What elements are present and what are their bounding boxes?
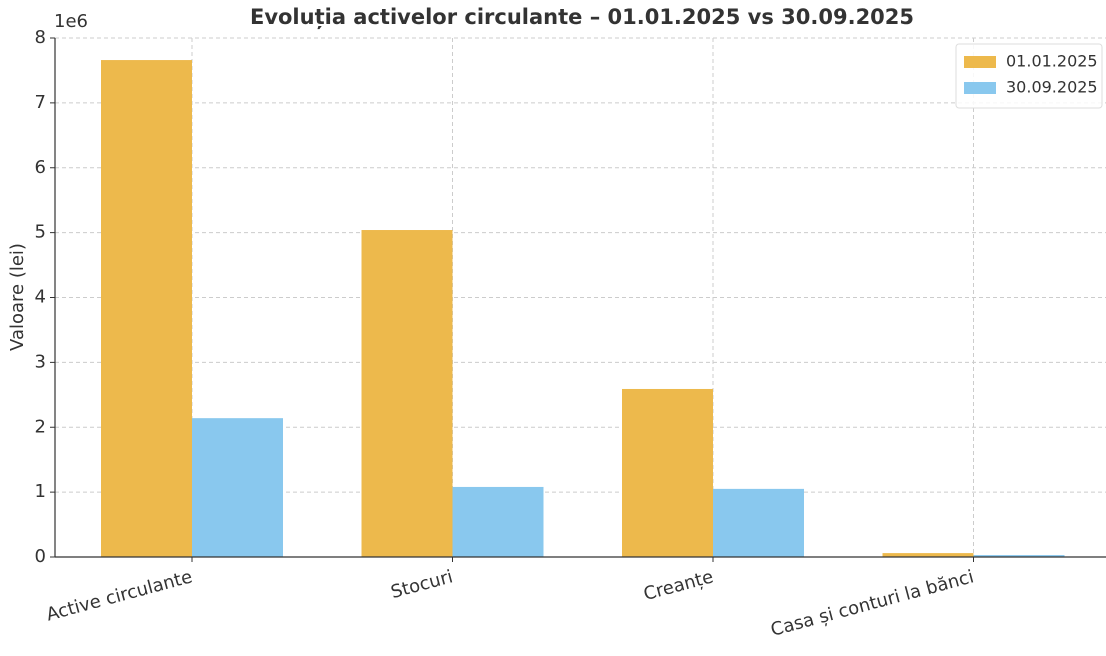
y-tick-label: 5: [35, 222, 46, 243]
y-tick-label: 6: [35, 157, 46, 178]
y-tick-label: 2: [35, 416, 46, 437]
bar: [713, 488, 804, 557]
bar: [622, 388, 713, 557]
bar: [973, 555, 1065, 557]
y-axis-label: Valoare (lei): [7, 243, 28, 351]
x-tick-label: Creanțe: [641, 566, 715, 605]
y-tick-label: 0: [35, 546, 46, 567]
y-tick-label: 1: [35, 481, 46, 502]
x-tick-label: Active circulante: [44, 566, 195, 625]
y-tick-label: 8: [35, 27, 46, 48]
bar: [101, 60, 192, 558]
bar: [452, 486, 544, 557]
chart-title: Evoluția activelor circulante – 01.01.20…: [250, 5, 914, 30]
y-tick-label: 4: [35, 287, 46, 308]
x-tick-label: Stocuri: [389, 566, 455, 603]
legend-label: 01.01.2025: [1006, 52, 1098, 71]
legend-swatch: [964, 56, 996, 68]
y-offset-label: 1e6: [54, 11, 88, 32]
legend: 01.01.2025 30.09.2025: [955, 43, 1103, 109]
x-tick-label: Casa și conturi la bănci: [769, 566, 977, 640]
bar: [192, 418, 283, 557]
y-tick-label: 3: [35, 351, 46, 372]
y-tick-label: 7: [35, 92, 46, 113]
bar: [361, 230, 453, 557]
legend-swatch: [964, 82, 996, 94]
legend-label: 30.09.2025: [1006, 78, 1098, 97]
bar: [882, 553, 974, 557]
